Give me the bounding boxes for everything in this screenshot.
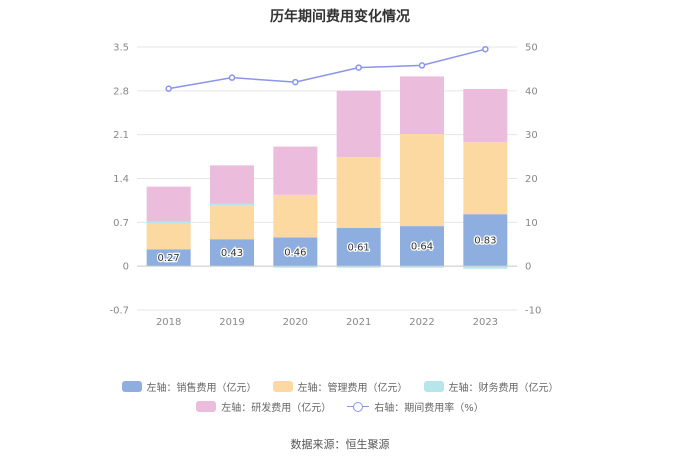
legend-item-rate[interactable]: 右轴：期间费用率（%） xyxy=(347,399,484,414)
y-left-tick-label: 0 xyxy=(123,262,129,273)
bar-segment xyxy=(273,194,318,238)
y-left-tick-label: 1.4 xyxy=(113,174,129,185)
bar-segment xyxy=(463,214,508,267)
legend-item-sales[interactable]: 左轴：销售费用（亿元） xyxy=(121,379,257,394)
y-right-tick-label: 30 xyxy=(525,130,538,141)
y-left-tick-label: 2.8 xyxy=(113,86,129,97)
legend-item-admin[interactable]: 左轴：管理费用（亿元） xyxy=(272,379,408,394)
x-tick-label: 2018 xyxy=(156,317,181,328)
y-left-tick-label: 2.1 xyxy=(113,130,129,141)
y-right-tick-label: 0 xyxy=(525,262,531,273)
y-right-tick-label: 50 xyxy=(525,43,538,54)
rate-point xyxy=(165,85,172,92)
bar-segment xyxy=(463,266,508,269)
y-right-tick-label: 40 xyxy=(525,86,538,97)
bar-segment xyxy=(273,237,318,267)
legend-row-1: 左轴：销售费用（亿元） 左轴：管理费用（亿元） 左轴：财务费用（亿元） xyxy=(0,376,680,396)
x-tick-label: 2021 xyxy=(346,317,371,328)
bar-segment xyxy=(400,134,444,227)
legend-label-rnd: 左轴：研发费用（亿元） xyxy=(221,402,332,414)
bar-data-label: 0.27 xyxy=(158,253,180,264)
rate-line xyxy=(168,48,486,90)
bar-segment xyxy=(400,76,444,135)
bar-segment xyxy=(273,266,318,268)
bar-data-label: 0.43 xyxy=(221,248,243,259)
chart-plot: -0.7 0 0.7 1.4 2.1 2.8 3.5 -10 0 10 20 30 40 50 2018 20… xyxy=(109,43,541,329)
y-left-tick-label: 0.7 xyxy=(113,218,129,229)
rate-point xyxy=(482,45,489,53)
legend-label-sales: 左轴：销售费用（亿元） xyxy=(146,382,257,394)
bar-data-label: 0.46 xyxy=(284,247,306,258)
legend-swatch-rate xyxy=(347,401,370,412)
y-right-tick-label: -10 xyxy=(525,306,541,317)
x-tick-label: 2022 xyxy=(409,317,434,328)
bar-segment xyxy=(146,222,191,250)
x-tick-label: 2023 xyxy=(473,317,498,328)
bar-segment xyxy=(463,142,508,215)
bar-segment xyxy=(400,226,444,267)
legend-swatch-sales xyxy=(121,380,142,392)
data-source: 数据来源：恒生聚源 xyxy=(290,438,390,451)
bar-segment xyxy=(463,88,508,143)
bar-segment xyxy=(336,266,381,268)
rate-point xyxy=(292,78,299,86)
rate-point xyxy=(355,64,362,71)
bar-segment xyxy=(210,204,254,240)
bar-data-label: 0.83 xyxy=(474,236,496,247)
bar-segment xyxy=(336,157,381,228)
bar-segment xyxy=(210,165,254,204)
bar-segment xyxy=(146,221,191,224)
legend-label-rate: 右轴：期间费用率（%） xyxy=(374,402,484,414)
y-left-tick-label: -0.7 xyxy=(109,306,129,317)
legend-swatch-admin xyxy=(272,380,293,392)
bar-segment xyxy=(273,146,318,195)
bar-segment xyxy=(336,90,381,158)
bar-segment xyxy=(146,249,191,267)
legend-item-rnd[interactable]: 左轴：研发费用（亿元） xyxy=(196,399,331,414)
legend-swatch-finance xyxy=(423,380,444,392)
legend-swatch-rnd xyxy=(196,400,217,412)
bar-data-label: 0.64 xyxy=(411,242,433,253)
legend-label-admin: 左轴：管理费用（亿元） xyxy=(297,382,408,394)
bar-data-label: 0.61 xyxy=(348,243,370,254)
y-right-tick-label: 20 xyxy=(525,174,538,185)
x-tick-label: 2019 xyxy=(219,317,244,328)
y-right-tick-label: 10 xyxy=(525,218,538,229)
legend-label-finance: 左轴：财务费用（亿元） xyxy=(448,382,559,394)
bar-segment xyxy=(400,266,444,268)
legend-row-2: 左轴：研发费用（亿元） 右轴：期间费用率（%） xyxy=(0,396,680,416)
legend-item-finance[interactable]: 左轴：财务费用（亿元） xyxy=(423,379,559,394)
bar-segment xyxy=(146,186,191,222)
chart-legend: 左轴：销售费用（亿元） 左轴：管理费用（亿元） 左轴：财务费用（亿元） 左轴：研… xyxy=(0,376,680,416)
rate-point xyxy=(228,74,236,81)
bar-segment xyxy=(210,203,254,206)
bar-segment xyxy=(210,239,254,267)
rate-point xyxy=(418,62,426,69)
bar-segment xyxy=(336,227,381,267)
y-left-tick-label: 3.5 xyxy=(113,43,129,54)
chart-title: 历年期间费用变化情况 xyxy=(270,9,410,25)
x-tick-label: 2020 xyxy=(283,317,308,328)
